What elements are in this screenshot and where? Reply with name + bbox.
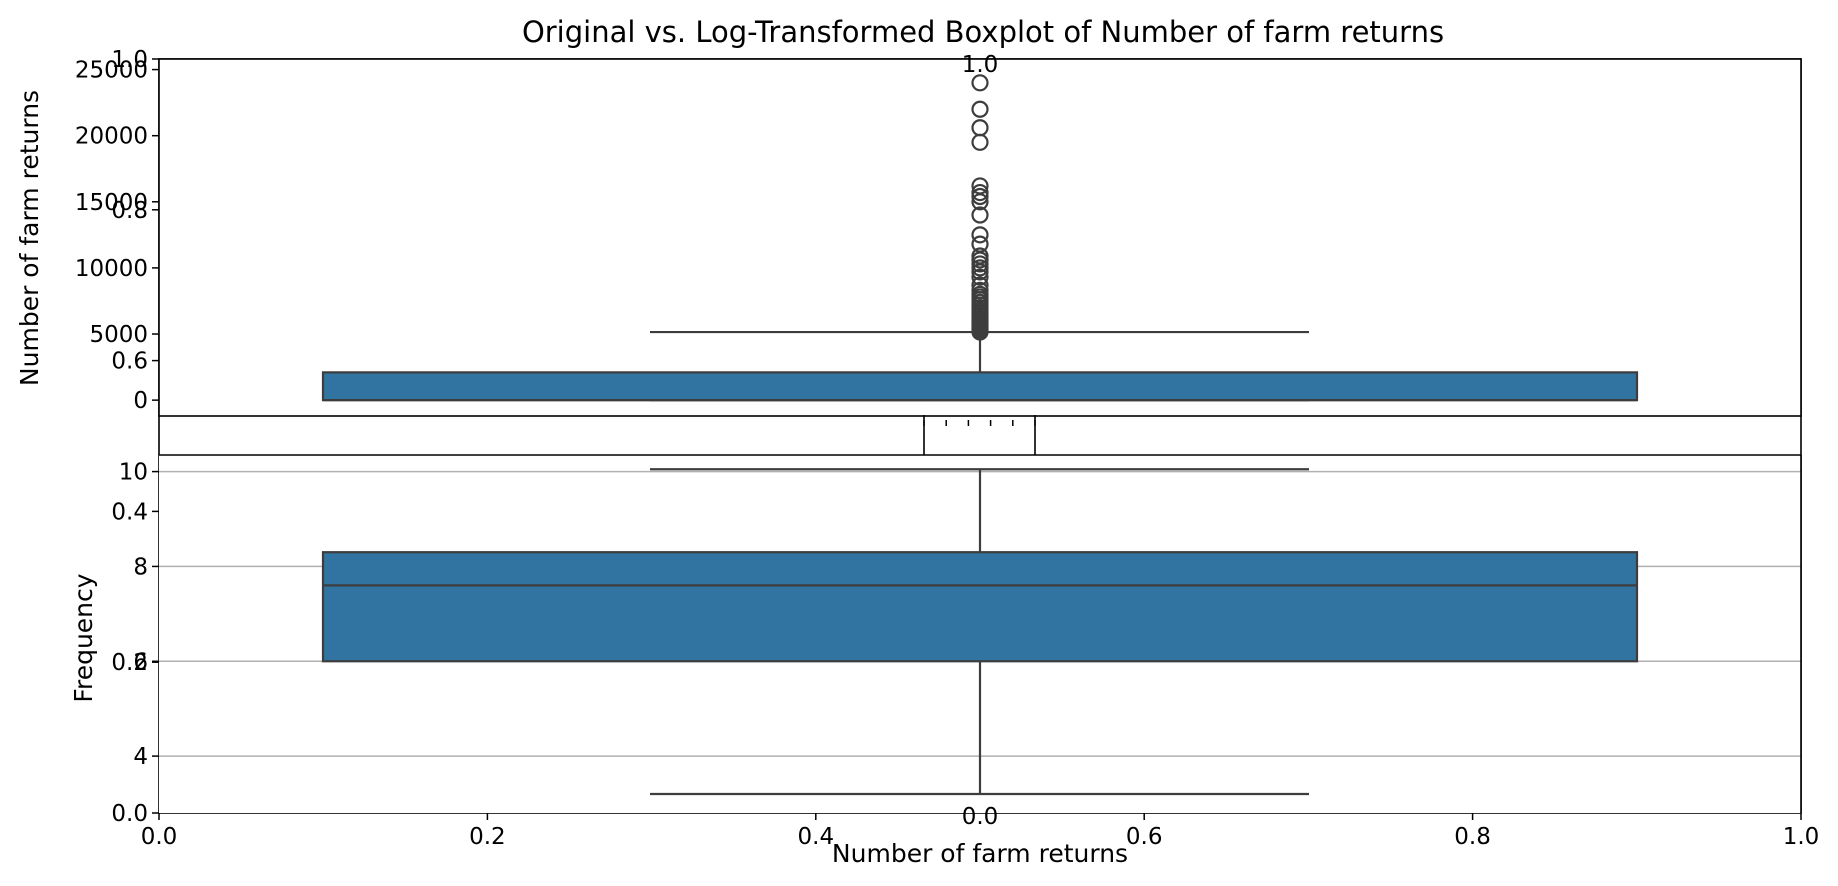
original-outlier-point (971, 206, 989, 224)
original-outlier-point (971, 119, 989, 137)
original-outlier-point (971, 268, 989, 286)
log-y-tick-label: 8 (133, 554, 148, 580)
original-y-axis-label: Number of farm returns (15, 90, 44, 386)
background-axes: 0.0 0.2 0.4 0.6 0.8 1.0 0.0 0.2 0.4 0.6 0.8 1.0 (111, 47, 1819, 850)
inset-y-tick-label: 1.0 (962, 52, 999, 78)
x-axis-label: Number of farm returns (832, 839, 1128, 868)
log-y-axis-label: Frequency (69, 573, 98, 702)
original-outlier-point (971, 74, 989, 92)
chart-title: Original vs. Log-Transformed Boxplot of … (522, 15, 1444, 49)
original-outlier-point (971, 226, 989, 244)
background-y-tick-label: 0.6 (111, 349, 148, 375)
original-outlier-point (971, 177, 989, 195)
original-y-tick-label: 10000 (75, 256, 148, 282)
log-boxplot-axes: 4 6 8 10 Frequency Number of farm returns (69, 454, 1802, 868)
background-y-tick-label: 0.4 (111, 499, 148, 525)
log-y-tick-label: 6 (133, 649, 148, 675)
log-y-tick-label: 10 (119, 460, 148, 486)
background-x-tick-label: 0.0 (141, 824, 178, 850)
original-outlier-point (971, 183, 989, 202)
original-outlier-point (971, 276, 989, 294)
original-y-tick-label: 15000 (75, 190, 148, 216)
background-y-tick-label: 0.0 (111, 801, 148, 827)
inset-y-tick-label: 0.0 (962, 804, 999, 830)
original-y-tick-label: 20000 (75, 124, 148, 150)
background-y-tick-label: 0.2 (111, 650, 148, 676)
original-box (321, 371, 1639, 402)
original-axes-frame (158, 58, 1802, 417)
inset-axes: 0.0 1.0 (923, 52, 1036, 830)
original-outlier-point (971, 281, 989, 299)
original-outlier-point (971, 247, 989, 265)
original-boxplot-axes: 0 5000 10000 15000 20000 25000 Number of farm … (15, 58, 1802, 417)
background-x-tick-label: 0.2 (469, 824, 506, 850)
background-x-tick-label: 1.0 (1783, 824, 1820, 850)
background-x-tick-label: 0.8 (1454, 824, 1491, 850)
log-y-tick-label: 4 (133, 744, 148, 770)
original-y-tick-label: 0 (133, 388, 148, 414)
background-y-tick-label: 0.8 (111, 198, 148, 224)
original-y-tick-label: 25000 (75, 58, 148, 84)
background-y-tick-label: 1.0 (111, 47, 148, 73)
original-y-tick-label: 5000 (89, 322, 148, 348)
background-x-tick-label: 0.4 (798, 824, 835, 850)
original-outlier-point (971, 235, 989, 253)
background-x-tick-label: 0.6 (1126, 824, 1163, 850)
log-box (321, 551, 1639, 663)
original-outlier-point (971, 100, 989, 118)
